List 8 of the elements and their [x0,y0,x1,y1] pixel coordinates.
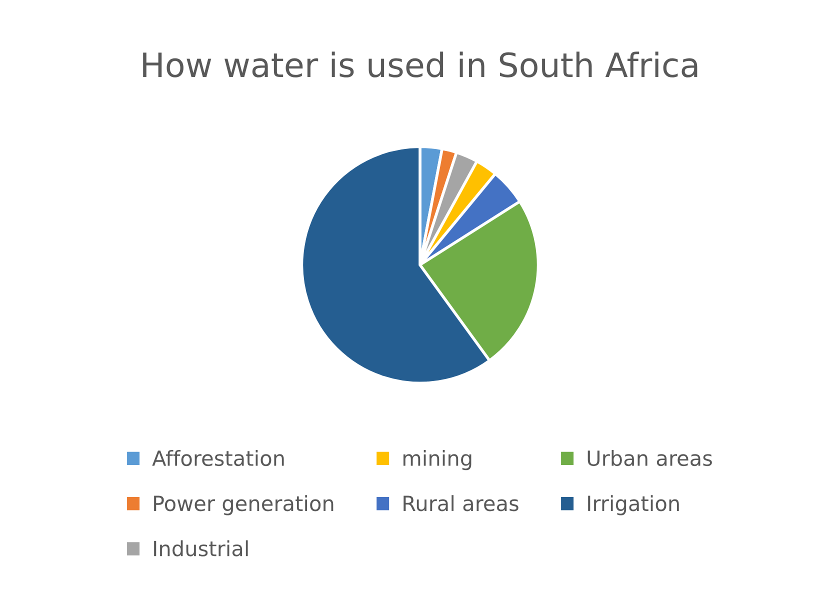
legend-label: Irrigation [588,495,679,516]
legend-label: Afforestation [152,450,284,466]
legend-label: Power generation [154,495,334,516]
chart-title: How water is used in South Africa [143,52,698,78]
legend-label: Urban areas [588,450,712,466]
legend-label: mining [403,450,472,470]
legend-label: Rural areas [404,495,518,512]
legend-label: Industrial [154,540,248,556]
